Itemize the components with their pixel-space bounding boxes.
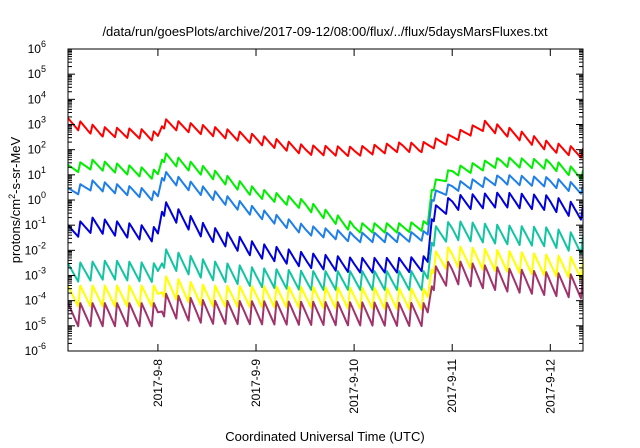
chart-title: /data/run/goesPlots/archive/2017-09-12/0… bbox=[102, 24, 548, 39]
y-axis-label: protons/cm2-s-sr-MeV bbox=[7, 136, 23, 263]
y-tick-label: 102 bbox=[28, 140, 46, 157]
y-tick-label: 103 bbox=[28, 115, 46, 132]
x-axis-label: Coordinated Universal Time (UTC) bbox=[225, 429, 424, 444]
y-tick-label: 10-2 bbox=[25, 240, 46, 257]
y-tick-label: 10-3 bbox=[25, 266, 46, 283]
y-tick-label: 101 bbox=[28, 165, 46, 182]
y-tick-label: 10-5 bbox=[25, 316, 46, 333]
y-tick-label: 106 bbox=[28, 39, 46, 56]
y-axis-ticks: 10-6 10-5 10-4 10-3 10-2 10-1 100 101 102 103 104 1… bbox=[25, 39, 583, 358]
series-line-1 bbox=[68, 117, 583, 159]
y-tick-label: 10-6 bbox=[25, 341, 46, 358]
series-layer bbox=[68, 117, 583, 328]
series-line-6 bbox=[68, 245, 583, 311]
x-tick-label: 2017-9-11 bbox=[445, 359, 459, 413]
series-line-2 bbox=[68, 152, 583, 234]
series-line-7 bbox=[68, 260, 583, 328]
x-tick-label: 2017-9-9 bbox=[249, 359, 263, 407]
series-line-5 bbox=[68, 220, 583, 291]
y-tick-label: 10-1 bbox=[25, 215, 46, 232]
y-tick-label: 104 bbox=[28, 89, 46, 106]
y-tick-label: 100 bbox=[28, 190, 46, 207]
series-line-4 bbox=[68, 191, 583, 274]
x-axis-ticks: 2017-9-8 2017-9-9 2017-9-10 2017-9-11 2017-9… bbox=[151, 49, 557, 414]
x-tick-label: 2017-9-10 bbox=[347, 359, 361, 414]
y-tick-label: 10-4 bbox=[25, 291, 46, 308]
series-line-3 bbox=[68, 171, 583, 244]
x-tick-label: 2017-9-12 bbox=[543, 359, 557, 414]
y-tick-label: 105 bbox=[28, 64, 46, 81]
x-tick-label: 2017-9-8 bbox=[151, 359, 165, 407]
